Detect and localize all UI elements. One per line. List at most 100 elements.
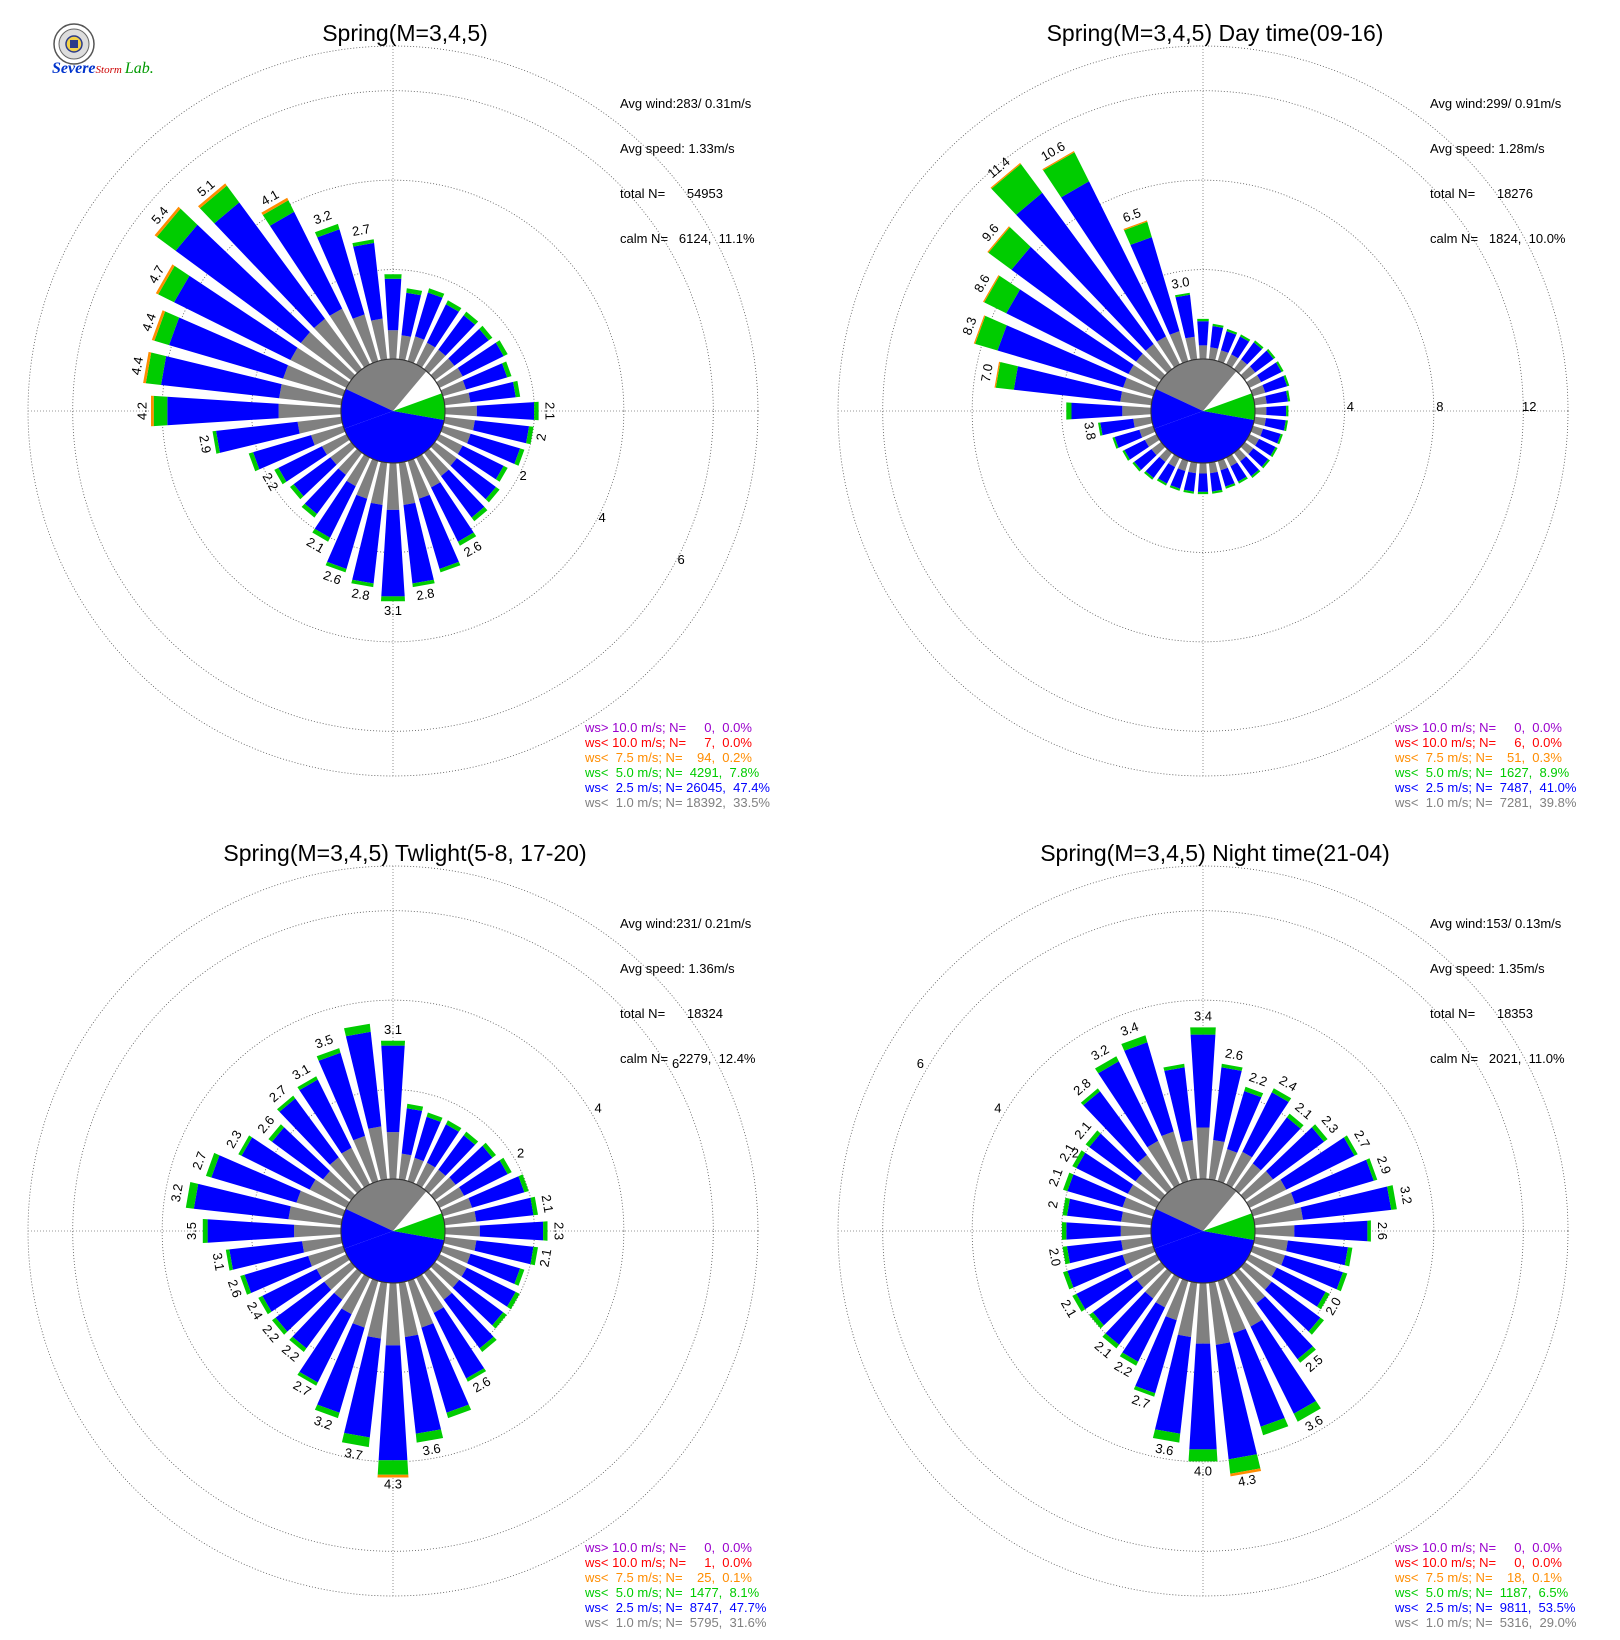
wind-bar-segment: [1185, 336, 1198, 361]
wind-bar-segment: [416, 342, 436, 368]
wind-bar-segment: [1062, 1197, 1070, 1216]
wind-bar-segment: [225, 1249, 233, 1271]
wind-bar-segment: [514, 448, 525, 466]
wind-bar-segment: [1177, 458, 1189, 472]
wind-bar-segment: [1260, 1418, 1289, 1436]
wind-bar-segment: [482, 1142, 496, 1158]
wind-bar-segment: [1066, 1198, 1123, 1222]
wind-bar-segment: [145, 352, 167, 385]
wind-bar-segment: [499, 1157, 512, 1175]
avg-speed: Avg speed: 1.33m/s: [620, 141, 735, 156]
stats-box: Avg wind:153/ 0.13m/s Avg speed: 1.35m/s…: [1430, 886, 1565, 1096]
legend-row: ws< 5.0 m/s; N= 1627, 8.9%: [1395, 765, 1570, 780]
wind-bar-segment: [1266, 405, 1287, 417]
bar-value-label: 2.6: [321, 567, 343, 587]
wind-bar-segment: [353, 242, 383, 321]
wind-bar-segment: [1264, 418, 1286, 431]
wind-bar-segment: [443, 1292, 494, 1349]
calm-circle-outline: [1150, 1178, 1256, 1284]
wind-bar-segment: [495, 340, 508, 357]
wind-bar-segment: [1124, 439, 1149, 460]
wind-bar-segment: [297, 1076, 318, 1091]
wind-bar-segment: [1250, 425, 1264, 437]
wind-bar-segment: [1136, 353, 1166, 381]
bar-value-label: 2.8: [350, 585, 370, 603]
wind-bar-segment: [386, 1132, 400, 1180]
wind-bar-segment: [994, 361, 1001, 388]
wind-bar-segment: [352, 314, 379, 364]
wind-bar-segment: [302, 1236, 343, 1253]
bar-value-label: 3.2: [312, 1413, 334, 1433]
speed-ring: [1061, 269, 1345, 553]
wind-bar-segment: [995, 362, 1018, 390]
calm-pie-blue: [1154, 1231, 1255, 1284]
wind-bar-segment: [530, 1196, 538, 1216]
wind-bar-segment: [1071, 402, 1123, 420]
windrose-panel-all: 2 4 6 2.1 2 2.6 2.8 3.1 2.8 2.6 2.1 2.2 2.9 4.2 4.4 4.4…: [0, 0, 810, 820]
wind-bar-segment: [289, 1336, 307, 1352]
wind-bar-segment: [433, 1307, 485, 1379]
speed-legend: ws> 10.0 m/s; N= 0, 0.0% ws< 10.0 m/s; N=…: [585, 720, 770, 810]
wind-bar-segment: [274, 467, 287, 485]
wind-bar-segment: [167, 396, 279, 426]
wind-bar-segment: [309, 1179, 350, 1208]
wind-bar-segment: [272, 1127, 330, 1180]
wind-bar-segment: [1145, 456, 1166, 478]
wind-bar-segment: [534, 401, 539, 421]
bar-value-label: 2.6: [1224, 1045, 1244, 1063]
calm-pie-blue: [340, 389, 393, 429]
legend-row: ws< 5.0 m/s; N= 4291, 7.8%: [585, 765, 760, 780]
speed-ring: [161, 179, 625, 643]
wind-bar-segment: [440, 425, 471, 444]
wind-bar-segment: [338, 448, 363, 475]
wind-bar-segment: [1175, 292, 1190, 298]
wind-bar-segment: [296, 1190, 346, 1217]
avg-speed: Avg speed: 1.36m/s: [620, 961, 735, 976]
wind-bar-segment: [288, 1206, 343, 1226]
wind-bar-segment: [1253, 340, 1264, 350]
wind-bar-segment: [1112, 437, 1119, 449]
stats-box: Avg wind:283/ 0.31m/s Avg speed: 1.33m/s…: [620, 66, 755, 276]
wind-bar-segment: [502, 361, 512, 378]
wind-bar-segment: [1061, 181, 1166, 342]
wind-bar-segment: [297, 416, 343, 434]
wind-bar-segment: [301, 503, 317, 518]
wind-bar-segment: [1250, 1192, 1296, 1217]
calm-pie-green: [1203, 393, 1256, 420]
wind-bar-segment: [443, 392, 471, 406]
wind-bar-segment: [353, 1135, 379, 1184]
wind-bar-segment: [1240, 366, 1256, 381]
wind-bar-segment: [345, 1031, 382, 1129]
wind-bar-segment: [1208, 1281, 1230, 1345]
speed-ring: [72, 910, 714, 1552]
wind-bar-segment: [1114, 429, 1143, 448]
speed-ring: [971, 179, 1435, 643]
wind-bar-segment: [412, 579, 435, 588]
wind-bar-segment: [1013, 366, 1122, 402]
ring-label: 4: [599, 510, 606, 525]
wind-bar-segment: [474, 1240, 534, 1265]
wind-bar-segment: [445, 300, 462, 312]
wind-bar-segment: [430, 441, 457, 466]
wind-bar-segment: [153, 395, 168, 427]
wind-bar-segment: [1120, 391, 1153, 406]
wind-bar-segment: [1244, 1086, 1264, 1098]
speed-legend: ws> 10.0 m/s; N= 0, 0.0% ws< 10.0 m/s; N=…: [1395, 1540, 1576, 1630]
wind-bar-segment: [312, 528, 331, 542]
wind-bar-segment: [398, 1153, 412, 1181]
wind-bar-segment: [479, 1336, 497, 1352]
bar-value-label: 3.4: [1118, 1019, 1140, 1039]
chart-title: Spring(M=3,4,5) Twlight(5-8, 17-20): [223, 840, 587, 866]
wind-bar-segment: [431, 482, 474, 542]
ring-label: 6: [672, 1056, 679, 1071]
wind-bar-segment: [299, 1308, 352, 1383]
wind-bar-segment: [329, 1157, 363, 1194]
legend-row: ws< 10.0 m/s; N= 7, 0.0%: [585, 735, 752, 750]
wind-bar-segment: [1286, 390, 1291, 402]
university-seal-icon: [53, 23, 95, 65]
calm-pie-gray: [1155, 359, 1237, 411]
bar-value-label: 2.0: [1046, 1247, 1064, 1267]
wind-bar-segment: [1250, 1319, 1316, 1414]
wind-bar-segment: [207, 1219, 295, 1243]
